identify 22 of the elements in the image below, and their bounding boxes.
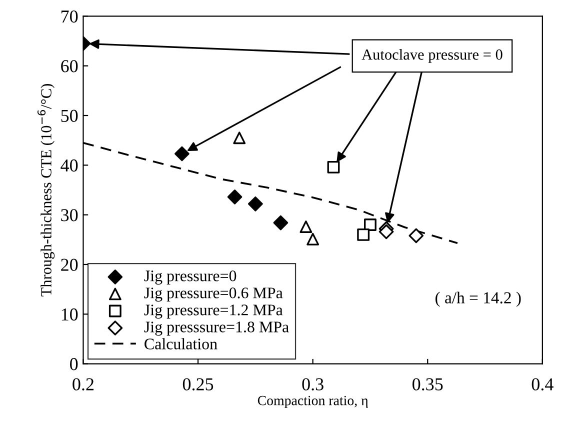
annotation: ( a/h = 14.2 ) xyxy=(436,292,521,307)
legend-label: Jig pressure=0.6 MPa xyxy=(144,288,283,302)
y-axis-title: Through-thickness CTE (10$^{−6}$/°C) xyxy=(37,84,55,296)
legend-label: Calculation xyxy=(144,338,218,350)
y-tick-label: 30 xyxy=(61,209,78,222)
x-axis-title: Compaction ratio, η xyxy=(258,396,368,408)
y-tick-label: 40 xyxy=(60,159,78,172)
annotation: Autoclave pressure = 0 xyxy=(362,48,502,63)
y-tick-label: 0 xyxy=(70,358,78,370)
legend-label: Jig pressure=1.2 MPa xyxy=(144,304,283,319)
legend-label: Jig presssure=1.8 MPa xyxy=(144,322,289,336)
x-tick-label: 0.25 xyxy=(182,378,214,390)
y-tick-label: 10 xyxy=(62,308,78,321)
legend-label: Jig pressure=0 xyxy=(144,270,236,285)
y-tick-label: 20 xyxy=(61,258,78,271)
y-tick-label: 50 xyxy=(61,110,78,122)
y-tick-label: 70 xyxy=(62,10,78,23)
x-tick-label: 0.4 xyxy=(532,378,554,390)
y-tick-label: 60 xyxy=(61,60,78,72)
x-tick-label: 0.2 xyxy=(72,378,94,390)
x-tick-label: 0.35 xyxy=(412,378,443,390)
x-tick-label: 0.3 xyxy=(302,378,324,390)
